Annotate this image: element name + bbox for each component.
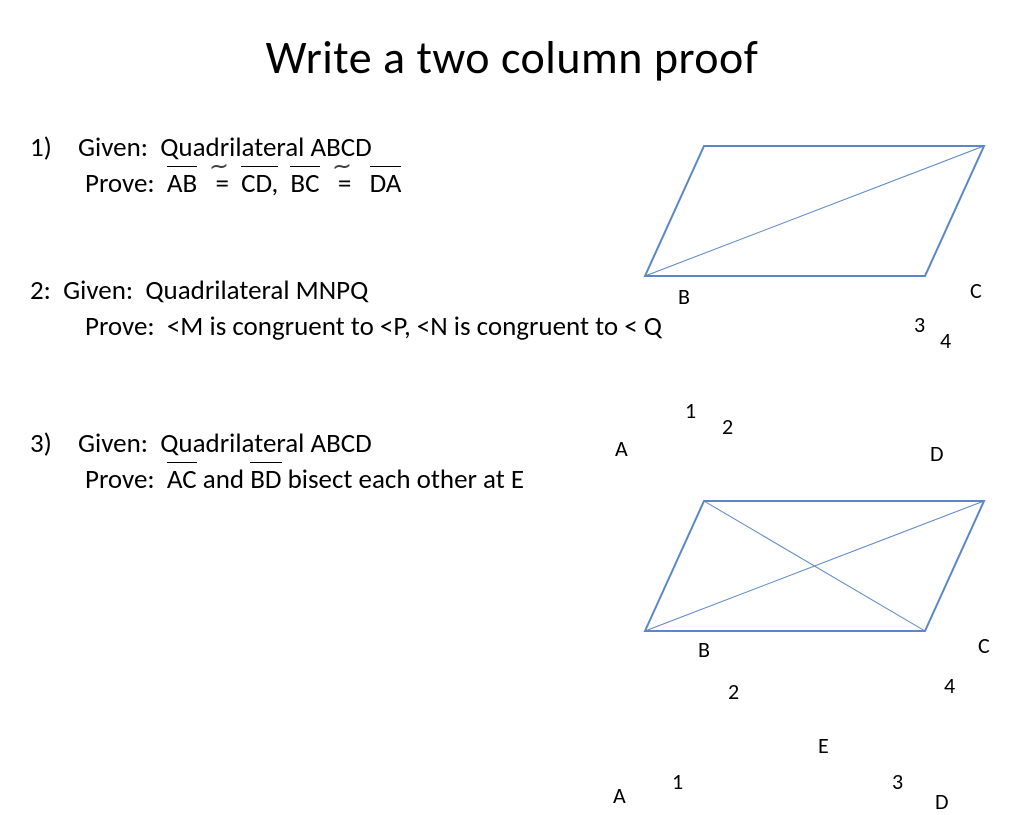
p1-number: 1) bbox=[30, 130, 78, 166]
d2-label-B: B bbox=[698, 636, 710, 663]
d2-ang1: 1 bbox=[672, 768, 683, 795]
diagram-2: A B C D E 1 2 3 4 bbox=[600, 495, 1000, 655]
p3-given-label: Given: bbox=[78, 427, 148, 460]
d1-label-C: C bbox=[970, 277, 982, 304]
p3-ac: AC bbox=[167, 462, 197, 498]
p2-number: 2: bbox=[30, 274, 51, 307]
p2-prove-text: <M is congruent to <P, <N is congruent t… bbox=[167, 310, 662, 343]
p1-cd: CD, bbox=[241, 166, 278, 202]
p1-eq1: ∼= bbox=[215, 166, 228, 202]
p1-da: DA bbox=[370, 166, 402, 202]
problem-3: 3)Given: Quadrilateral ABCD Prove: AC an… bbox=[30, 426, 994, 499]
d1-ang2: 2 bbox=[722, 413, 733, 440]
d1-ang1: 1 bbox=[685, 397, 696, 424]
d2-label-E: E bbox=[818, 732, 829, 759]
p1-prove-label: Prove: bbox=[85, 167, 155, 200]
slide-title: Write a two column proof bbox=[0, 0, 1024, 86]
p2-given-label: Given: bbox=[63, 274, 133, 307]
p1-eq2: ∼= bbox=[338, 166, 351, 202]
p2-prove-label: Prove: bbox=[85, 310, 155, 343]
d1-ang3: 3 bbox=[914, 311, 925, 338]
p3-mid: and bbox=[197, 463, 251, 496]
p3-number: 3) bbox=[30, 426, 78, 462]
d1-label-D: D bbox=[930, 440, 944, 467]
d2-ang3: 3 bbox=[892, 768, 903, 795]
d1-ang4: 4 bbox=[940, 327, 951, 354]
d2-ang2: 2 bbox=[728, 678, 739, 705]
p3-bd: BD bbox=[250, 462, 281, 498]
p3-rest: bisect each other at E bbox=[282, 463, 525, 496]
d2-ang4: 4 bbox=[944, 672, 955, 699]
p1-bc: BC bbox=[290, 166, 319, 202]
d2-label-A: A bbox=[613, 782, 626, 809]
d2-label-C: C bbox=[978, 632, 990, 659]
p3-given-text: Quadrilateral ABCD bbox=[160, 427, 372, 460]
p1-given-label: Given: bbox=[78, 131, 148, 164]
p1-ab: AB bbox=[167, 166, 197, 202]
p2-given-text: Quadrilateral MNPQ bbox=[145, 274, 368, 307]
p3-prove-label: Prove: bbox=[85, 463, 155, 496]
d2-label-D: D bbox=[935, 788, 949, 815]
diagram-1: A B C D 1 2 3 4 bbox=[600, 140, 1000, 300]
d1-label-A: A bbox=[615, 435, 628, 462]
d1-label-B: B bbox=[678, 283, 690, 310]
